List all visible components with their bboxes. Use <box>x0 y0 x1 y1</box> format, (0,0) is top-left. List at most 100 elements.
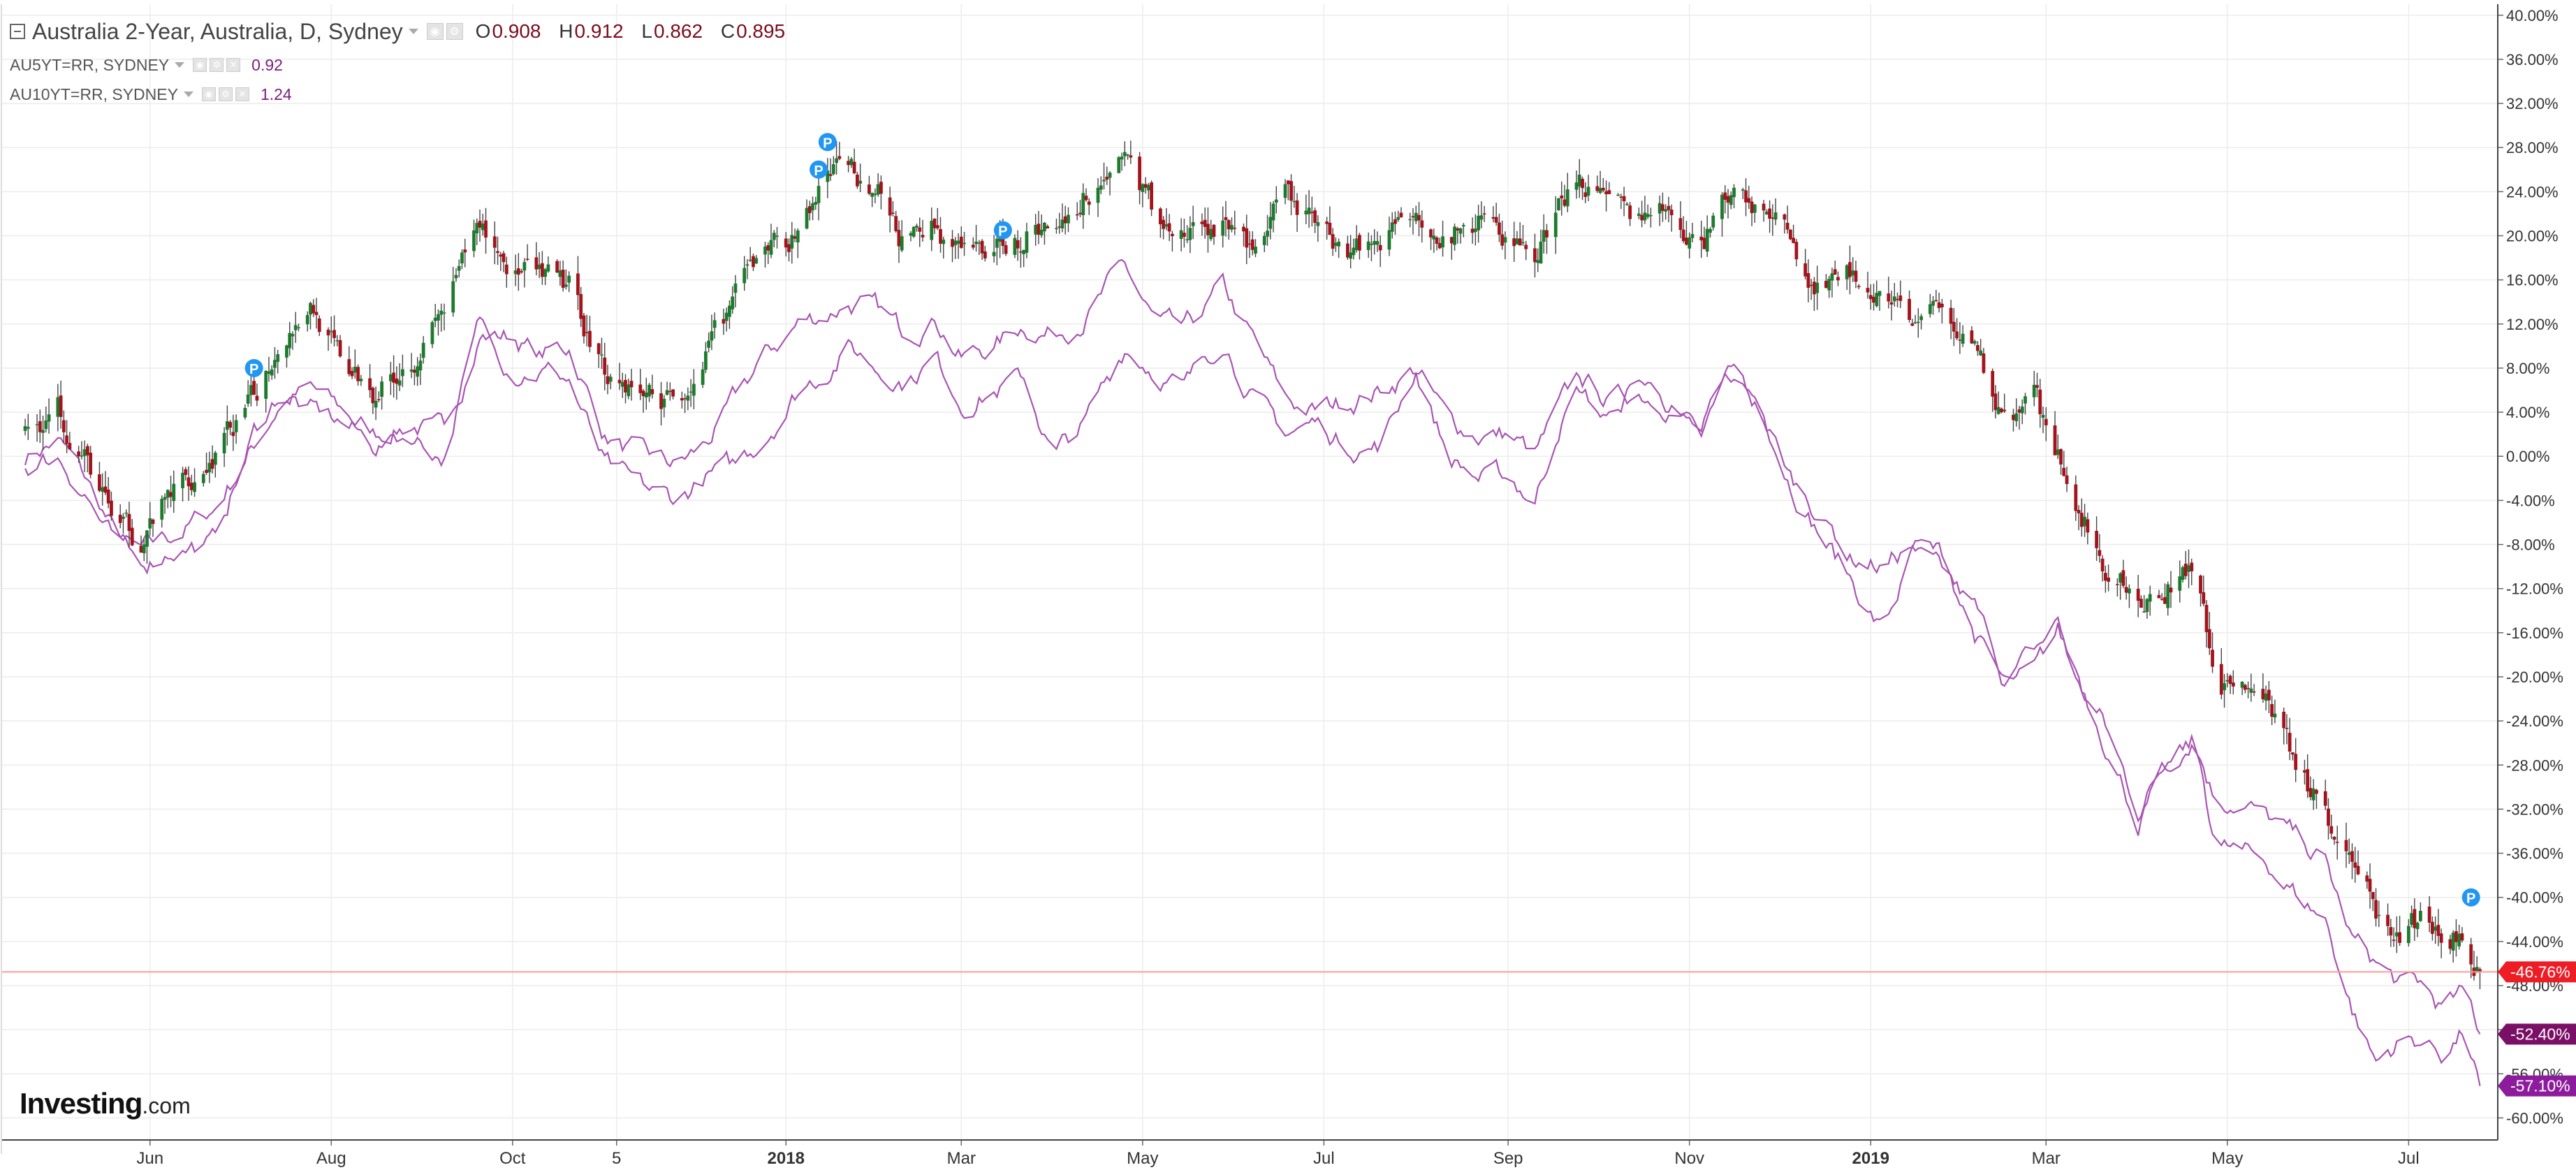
x-tick-label: Jul <box>2398 1149 2420 1168</box>
candle-down <box>1420 220 1424 228</box>
candle-down <box>1417 214 1421 221</box>
candle-down <box>2121 570 2125 586</box>
candle-up <box>2249 688 2253 693</box>
candle-down <box>371 388 375 404</box>
chart-title[interactable]: Australia 2-Year, Australia, D, Sydney <box>32 18 403 44</box>
candle-down <box>1792 237 1796 243</box>
overlay-name[interactable]: AU5YT=RR, SYDNEY <box>10 55 170 74</box>
candle-up <box>1773 212 1778 220</box>
candle-up <box>662 398 666 408</box>
candle-up <box>213 452 217 465</box>
candle-up <box>2148 594 2152 602</box>
candle-down <box>603 357 607 375</box>
candle-down <box>338 339 342 357</box>
candle-up <box>2406 926 2410 944</box>
candle-down <box>1286 180 1290 184</box>
chevron-down-icon[interactable] <box>175 62 185 68</box>
candle-down <box>395 378 399 384</box>
overlay-name[interactable]: AU10YT=RR, SYDNEY <box>10 85 178 103</box>
candle-up <box>418 360 423 371</box>
candle-down <box>85 446 89 455</box>
close-icon[interactable]: ✕ <box>235 87 249 101</box>
candle-down <box>617 379 622 383</box>
eye-icon[interactable]: ◉ <box>201 87 216 101</box>
candle-up <box>942 240 946 244</box>
candle-down <box>2053 425 2057 455</box>
candle-up <box>1375 241 1380 245</box>
close-value: 0.895 <box>736 20 786 42</box>
candle-up <box>2347 852 2351 855</box>
candle-up <box>1979 350 1983 356</box>
candle-up <box>953 240 958 245</box>
candle-up <box>437 314 440 321</box>
candle-down <box>576 273 580 295</box>
candle-up <box>1913 322 1917 323</box>
gear-icon[interactable]: ⚙ <box>210 58 224 72</box>
eye-icon[interactable]: ◉ <box>426 23 444 40</box>
candle-up <box>1973 341 1977 344</box>
candle-down <box>1848 262 1852 277</box>
candle-up <box>956 240 960 244</box>
candle-down <box>1581 178 1584 189</box>
overlay-value: 1.24 <box>260 85 292 103</box>
candle-up <box>23 426 27 431</box>
candle-up <box>620 381 624 387</box>
candle-down <box>1143 184 1148 188</box>
candle-up <box>710 331 714 341</box>
candle-up <box>353 367 357 373</box>
candle-down <box>189 483 193 490</box>
candle-up <box>433 317 437 321</box>
candle-up <box>1262 235 1266 245</box>
candle-down <box>478 221 482 228</box>
candle-up <box>297 327 300 328</box>
candle-down <box>1500 234 1505 246</box>
candle-up <box>1373 241 1377 245</box>
eye-icon[interactable]: ◉ <box>193 58 207 72</box>
vertical-gridlines <box>149 4 2410 1140</box>
candle-down <box>1685 237 1688 245</box>
horizontal-gridlines <box>1 15 2498 1119</box>
chevron-down-icon[interactable] <box>183 92 193 97</box>
candle-down <box>585 332 589 333</box>
candle-up <box>41 430 45 433</box>
candle-up <box>82 449 87 456</box>
x-tick-label: Mar <box>2032 1149 2061 1168</box>
close-icon[interactable]: ✕ <box>226 58 241 72</box>
candle-down <box>1437 243 1442 249</box>
last-value-tag <box>2498 1023 2576 1045</box>
candle-down <box>918 227 922 232</box>
candle-up <box>1099 185 1103 190</box>
candle-down <box>1640 214 1644 221</box>
candle-down <box>939 228 942 244</box>
candle-down <box>1993 393 1998 411</box>
collapse-icon[interactable] <box>10 24 25 39</box>
candle-up <box>1292 200 1296 203</box>
gear-icon[interactable]: ⚙ <box>218 87 233 101</box>
y-tick-label: -4.00% <box>2506 492 2555 509</box>
candle-up <box>1141 184 1145 192</box>
candle-up <box>995 238 999 248</box>
candle-down <box>1227 220 1231 230</box>
y-axis-labels: 40.00% 36.00% 32.00% 28.00% 24.00% 20.00% 16.0… <box>2506 7 2563 1127</box>
candle-down <box>98 474 101 491</box>
candle-down <box>932 219 937 228</box>
candle-down <box>496 251 499 254</box>
candle-up <box>1729 195 1733 205</box>
candle-down <box>110 500 113 516</box>
chevron-down-icon[interactable] <box>408 29 418 34</box>
gear-icon[interactable]: ⚙ <box>446 23 463 40</box>
candle-down <box>624 379 627 393</box>
candle-up <box>2128 588 2131 594</box>
candle-up <box>1916 321 1920 323</box>
candle-down <box>1563 199 1567 206</box>
candle-up <box>172 483 176 502</box>
candle-down <box>1955 331 1959 339</box>
event-marker-label: P <box>998 224 1007 240</box>
candle-down <box>2139 599 2143 608</box>
candle-down <box>2124 587 2128 593</box>
open-value: 0.908 <box>492 20 541 42</box>
candle-up <box>439 310 444 315</box>
candle-down <box>2157 594 2161 599</box>
